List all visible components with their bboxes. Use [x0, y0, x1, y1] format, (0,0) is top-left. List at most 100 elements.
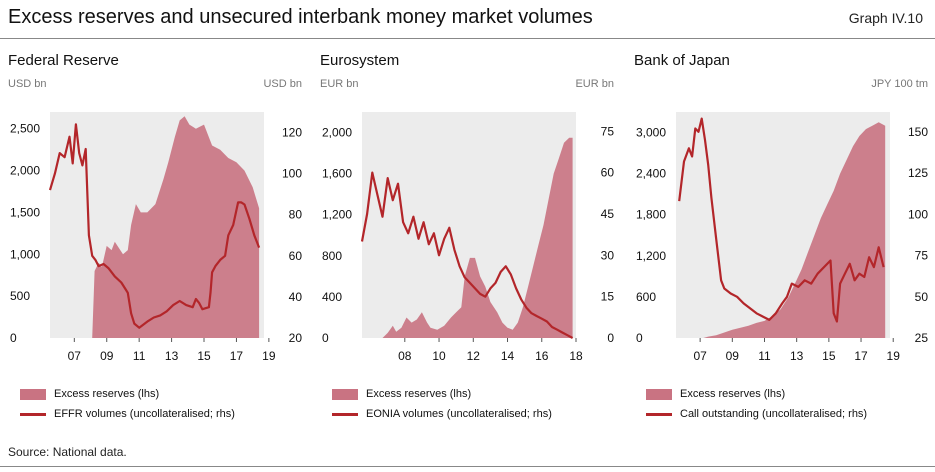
y-tick-right: 45 — [601, 207, 615, 221]
eurosystem-panel: Eurosystem EUR bn EUR bn 0 400 800 1,200 1,6… — [318, 42, 620, 432]
y-tick-right: 80 — [289, 208, 303, 222]
right-axis-unit: EUR bn — [575, 78, 614, 90]
y-tick-left: 0 — [10, 331, 17, 345]
y-tick-left: 0 — [636, 331, 643, 345]
y-tick-right: 100 — [908, 207, 928, 221]
y-tick-left: 1,000 — [10, 247, 40, 261]
legend-item-line: Call outstanding (uncollateralised; rhs) — [646, 404, 867, 424]
x-tick-label: 12 — [467, 349, 481, 363]
y-tick-right: 75 — [915, 249, 929, 263]
y-tick-right: 150 — [908, 125, 928, 139]
y-tick-right: 0 — [607, 331, 614, 345]
y-tick-right: 25 — [915, 331, 929, 345]
area-swatch — [20, 388, 46, 400]
chart-plot: 0 500 1,000 1,500 2,000 2,500 20 40 60 80 100 120 07… — [10, 112, 303, 363]
y-tick-right: 60 — [601, 166, 615, 180]
right-axis-unit: USD bn — [263, 78, 302, 90]
x-tick-label: 11 — [133, 349, 146, 363]
bank-of-japan-panel: Bank of Japan JPY 100 tm 0 600 1,200 1,800 2… — [632, 42, 934, 432]
legend-label: EFFR volumes (uncollateralised; rhs) — [54, 408, 235, 420]
y-tick-left: 0 — [322, 331, 329, 345]
legend: Excess reserves (lhs) EONIA volumes (unc… — [332, 384, 552, 424]
left-axis-unit: EUR bn — [320, 78, 359, 90]
y-tick-left: 2,500 — [10, 122, 40, 136]
line-swatch — [332, 412, 358, 416]
chart-plot: 0 400 800 1,200 1,600 2,000 0 15 30 45 60 75 08 10 12 1… — [322, 112, 615, 363]
legend-item-line: EONIA volumes (uncollateralised; rhs) — [332, 404, 552, 424]
y-tick-left: 600 — [636, 290, 656, 304]
right-axis-unit: JPY 100 tm — [871, 78, 928, 90]
x-tick-label: 17 — [854, 349, 868, 363]
y-tick-right: 100 — [282, 167, 302, 181]
x-tick-label: 11 — [758, 349, 771, 363]
x-tick-label: 07 — [68, 349, 82, 363]
x-tick-label: 09 — [100, 349, 114, 363]
graph-number: Graph IV.10 — [848, 10, 923, 26]
legend-item-area: Excess reserves (lhs) — [646, 384, 867, 404]
x-tick-label: 07 — [693, 349, 707, 363]
y-tick-right: 75 — [601, 124, 615, 138]
panel-title: Federal Reserve — [8, 52, 119, 69]
legend-label: Excess reserves (lhs) — [54, 388, 160, 400]
footer-rule — [0, 466, 935, 467]
y-tick-right: 120 — [282, 126, 302, 140]
x-tick-label: 08 — [398, 349, 412, 363]
x-tick-label: 18 — [569, 349, 583, 363]
area-swatch — [646, 388, 672, 400]
y-tick-left: 1,800 — [636, 208, 666, 222]
legend-item-line: EFFR volumes (uncollateralised; rhs) — [20, 404, 235, 424]
legend-item-area: Excess reserves (lhs) — [332, 384, 552, 404]
x-tick-label: 15 — [197, 349, 211, 363]
panel-title: Eurosystem — [320, 52, 400, 69]
y-tick-left: 1,500 — [10, 205, 40, 219]
x-tick-label: 17 — [230, 349, 244, 363]
legend: Excess reserves (lhs) Call outstanding (… — [646, 384, 867, 424]
federal-reserve-panel: Federal Reserve USD bn USD bn 0 500 1,000 1… — [6, 42, 308, 432]
y-tick-left: 2,000 — [10, 164, 40, 178]
y-tick-right: 40 — [289, 290, 303, 304]
line-swatch — [646, 412, 672, 416]
page-title: Excess reserves and unsecured interbank … — [8, 6, 593, 28]
left-axis-unit: USD bn — [8, 78, 47, 90]
y-tick-left: 3,000 — [636, 126, 666, 140]
y-tick-left: 1,200 — [322, 208, 352, 222]
y-tick-left: 400 — [322, 290, 342, 304]
area-swatch — [332, 388, 358, 400]
y-tick-left: 1,600 — [322, 167, 352, 181]
legend-label: Excess reserves (lhs) — [366, 388, 472, 400]
x-tick-label: 14 — [501, 349, 515, 363]
y-tick-right: 15 — [601, 290, 615, 304]
chart-plot: 0 600 1,200 1,800 2,400 3,000 25 50 75 100 125 150 0… — [636, 112, 929, 363]
x-tick-label: 16 — [535, 349, 549, 363]
y-tick-left: 2,000 — [322, 126, 352, 140]
x-tick-label: 13 — [165, 349, 179, 363]
x-tick-label: 15 — [822, 349, 836, 363]
y-tick-left: 500 — [10, 289, 30, 303]
y-tick-right: 20 — [289, 331, 303, 345]
line-swatch — [20, 412, 46, 416]
y-tick-right: 50 — [915, 290, 929, 304]
y-tick-right: 60 — [289, 249, 303, 263]
y-tick-left: 1,200 — [636, 249, 666, 263]
x-tick-label: 19 — [262, 349, 276, 363]
panel-title: Bank of Japan — [634, 52, 730, 69]
y-tick-left: 2,400 — [636, 167, 666, 181]
y-tick-right: 30 — [601, 248, 615, 262]
legend: Excess reserves (lhs) EFFR volumes (unco… — [20, 384, 235, 424]
volume-line — [360, 171, 574, 339]
y-tick-left: 800 — [322, 249, 342, 263]
legend-label: EONIA volumes (uncollateralised; rhs) — [366, 408, 552, 420]
volume-line — [48, 123, 261, 329]
x-tick-label: 19 — [887, 349, 901, 363]
legend-label: Excess reserves (lhs) — [680, 388, 786, 400]
excess-reserves-area — [382, 137, 573, 338]
x-tick-label: 10 — [432, 349, 446, 363]
header: Excess reserves and unsecured interbank … — [0, 0, 935, 40]
legend-item-area: Excess reserves (lhs) — [20, 384, 235, 404]
y-tick-right: 125 — [908, 166, 928, 180]
legend-label: Call outstanding (uncollateralised; rhs) — [680, 408, 868, 420]
source-note: Source: National data. — [8, 445, 127, 459]
x-tick-label: 09 — [726, 349, 740, 363]
volume-line — [678, 117, 885, 323]
excess-reserves-area — [92, 116, 260, 338]
